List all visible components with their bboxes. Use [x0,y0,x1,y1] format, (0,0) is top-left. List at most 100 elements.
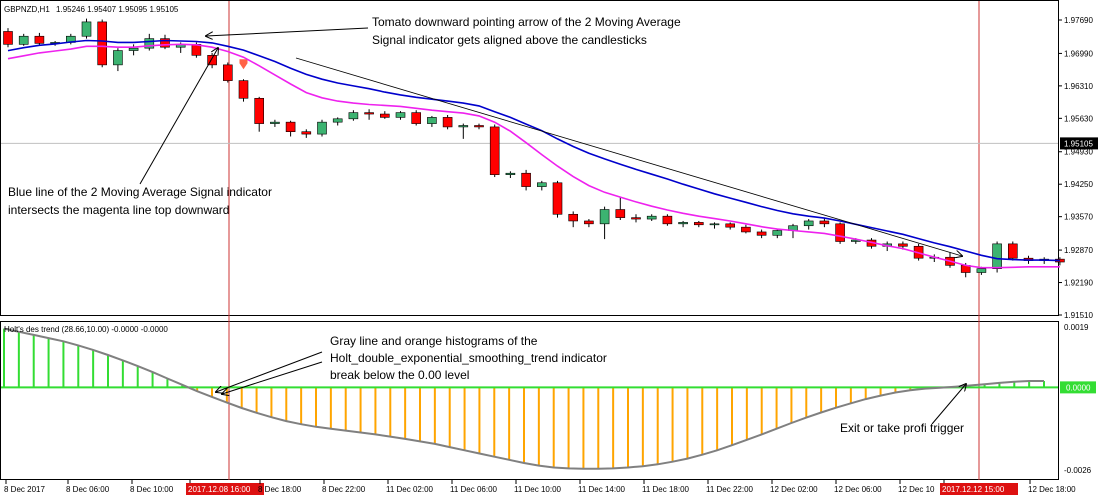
symbol-label: GBPNZD,H1 [4,5,50,14]
annotation-holt-break: Gray line and orange histograms of the H… [330,334,610,382]
candle-body [442,117,453,128]
price-tick-label: 1.96990 [1064,49,1093,58]
time-highlight-box [186,483,264,495]
candle-body [3,31,13,45]
candle-body [898,243,908,247]
candle-body [599,209,610,225]
ohlc-label: 1.95246 1.95407 1.95095 1.95105 [56,5,179,14]
candle-body [725,223,736,228]
candle-body [81,21,92,37]
time-tick-label: 11 Dec 14:00 [578,485,626,494]
price-tick-label: 1.95630 [1064,114,1093,123]
current-price-label: 1.95105 [1064,139,1093,148]
candle-body [34,35,45,44]
sub-chart-frame [0,321,1059,480]
holt-gray-line [3,327,1044,470]
time-tick-label: 12 Dec 18:00 [1028,485,1076,494]
blue-ma-line [7,39,1060,262]
time-tick-label: 11 Dec 02:00 [386,485,434,494]
candle-body [223,64,233,81]
candle-body [693,222,704,226]
magenta-ma-line [7,43,1060,269]
candle-body [568,213,579,222]
candle-body [678,222,688,225]
current-price-box [1060,137,1098,150]
indicator-header: Holt's des trend (28.66,10.00) -0.0000 -… [4,325,168,334]
candle-body [18,35,29,45]
candle-body [379,113,390,118]
candle-body [819,220,830,225]
candle-body [254,97,264,124]
candle-body [992,243,1002,269]
candle-body [756,231,767,236]
annotation-exit: Exit or take profi trigger [840,421,964,435]
pointer-holt-2 [222,361,323,394]
main-chart-frame [0,0,1059,316]
candle-body [427,117,437,124]
time-tick-label: 8 Dec 18:00 [258,485,302,494]
candle-body [521,172,531,187]
price-tick-label: 1.97690 [1064,16,1093,25]
candle-body [301,131,312,135]
candle-body [395,112,406,118]
candle-body [631,217,641,220]
tomato-down-arrow-icon [239,59,248,70]
sub-tick-label: -0.0026 [1064,466,1092,475]
time-tick-label: 12 Dec 10 [898,485,935,494]
pointer-holt-1 [216,351,323,392]
candle-body [332,118,343,123]
time-tick-label: 8 Dec 06:00 [66,485,110,494]
price-tick-label: 1.92190 [1064,279,1093,288]
candle-body [270,121,280,124]
candle-body [411,112,422,124]
candle-body [238,80,249,99]
pointer-exit [931,384,966,425]
candle-body [552,182,563,215]
time-tick-label: 11 Dec 06:00 [450,485,498,494]
time-tick-label: 12 Dec 02:00 [770,485,818,494]
candle-body [128,47,139,51]
candle-body [144,38,155,49]
candle-body [160,38,170,48]
annotation-tomato-arrow: Tomato downward pointing arrow of the 2 … [372,15,684,47]
time-tick-label: 8 Dec 10:00 [130,485,174,494]
sub-value-axis: 0.0019 0.0000 -0.0026 [1060,323,1096,475]
candle-body [615,209,626,218]
candle-body [772,230,783,236]
candle-body [348,112,359,120]
price-tick-label: 1.94930 [1064,148,1093,157]
candle-body [97,21,107,66]
candle-body [113,50,123,66]
time-tick-label: 11 Dec 22:00 [706,485,754,494]
pointer-arrow-to-signal [206,27,369,36]
candle-body [489,126,500,175]
candle-body [646,215,657,220]
candlestick-layer [3,18,1065,278]
price-tick-label: 1.91510 [1064,311,1093,320]
candle-body [662,215,673,225]
candle-body [803,220,814,227]
candle-body [536,182,547,187]
time-highlight-box [940,483,1018,495]
candle-body [505,172,516,175]
candle-body [976,268,987,273]
pointer-trend-line [295,57,962,256]
candle-body [364,112,374,115]
candle-body [584,220,594,225]
annotation-ma-cross: Blue line of the 2 Moving Average Signal… [8,185,275,217]
price-tick-label: 1.96310 [1064,82,1093,91]
time-tick-label: 8 Dec 22:00 [322,485,366,494]
candle-body [1007,243,1018,259]
candle-body [474,125,484,128]
candle-body [317,121,327,135]
price-tick-label: 1.93570 [1064,213,1093,222]
price-tick-label: 1.92870 [1064,246,1093,255]
time-tick-label: 2017.12.12 15:00 [942,485,1005,494]
candle-body [709,223,720,226]
price-tick-label: 1.94250 [1064,180,1093,189]
sub-tick-label: 0.0019 [1064,323,1089,332]
candle-body [285,121,296,132]
candle-body [835,223,845,242]
sub-tick-label: 0.0000 [1066,383,1091,392]
